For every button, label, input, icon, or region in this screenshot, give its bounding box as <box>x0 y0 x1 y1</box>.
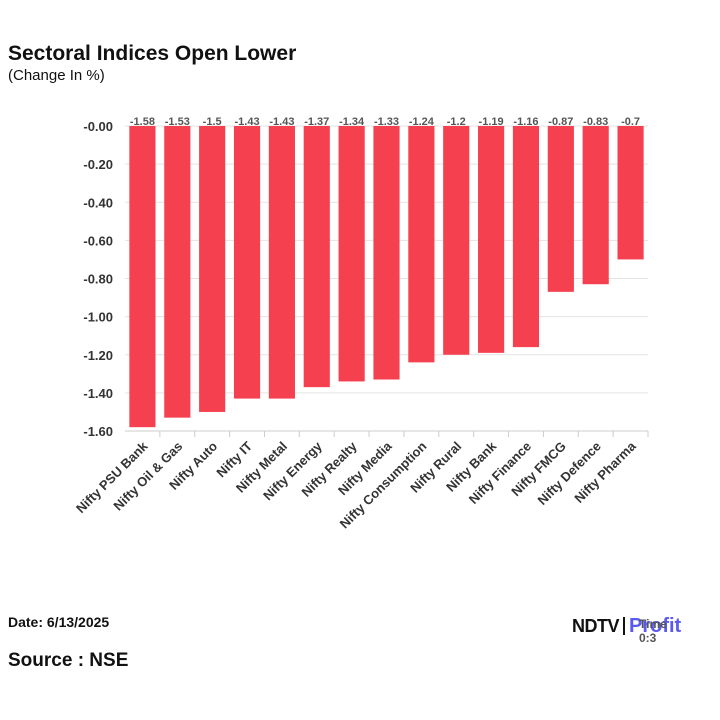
y-tick-label: -1.60 <box>83 424 113 439</box>
bar-value-label: -1.34 <box>339 116 365 128</box>
y-tick-label: -0.20 <box>83 157 113 172</box>
logo-product-text: Profit <box>629 614 682 637</box>
bar <box>478 126 505 353</box>
y-tick-label: -0.40 <box>83 195 113 210</box>
bar-value-label: -0.83 <box>583 116 608 128</box>
x-tick-label: Nifty Pharma <box>571 438 639 506</box>
bar-value-label: -1.33 <box>374 116 399 128</box>
logo-brand: NDTV <box>572 615 620 636</box>
logo-product: Profit Time 0:3 <box>629 614 682 645</box>
ndtv-profit-logo: NDTV Profit Time 0:3 <box>572 612 682 645</box>
bar-value-label: -0.7 <box>621 116 640 128</box>
bar-value-label: -0.87 <box>548 116 573 128</box>
bar <box>408 126 435 363</box>
bar-value-label: -1.53 <box>165 116 190 128</box>
bar <box>164 126 191 418</box>
bar <box>617 126 644 260</box>
y-tick-label: -0.80 <box>83 272 113 287</box>
y-tick-label: -1.40 <box>83 386 113 401</box>
chart-subtitle: (Change In %) <box>8 67 105 84</box>
bar <box>303 126 330 388</box>
bar <box>233 126 261 399</box>
y-tick-label: -1.20 <box>83 348 113 363</box>
bar-value-label: -1.5 <box>203 116 222 128</box>
bar-value-label: -1.19 <box>479 116 504 128</box>
bar <box>547 126 574 292</box>
bar-value-label: -1.43 <box>234 116 259 128</box>
source-label: Source : NSE <box>8 650 129 671</box>
bar-value-label: -1.43 <box>269 116 294 128</box>
bar <box>582 126 609 285</box>
value-labels: -1.58 -1.53 -1.5 -1.43 -1.43 -1.37 -1.34 -1.33-… <box>130 116 640 128</box>
bar-value-label: -1.2 <box>447 116 466 128</box>
bar-value-label: -1.16 <box>513 116 538 128</box>
bar-value-label: -1.37 <box>304 116 329 128</box>
bar <box>373 126 400 380</box>
y-tick-label: -0.60 <box>83 233 113 248</box>
bar <box>268 126 295 399</box>
bar <box>443 126 470 355</box>
bar-value-label: -1.58 <box>130 116 155 128</box>
bar <box>512 126 540 348</box>
bar <box>129 126 156 428</box>
chart-title: Sectoral Indices Open Lower <box>8 42 297 65</box>
logo-separator <box>623 617 625 635</box>
bar <box>338 126 365 382</box>
bars <box>129 126 644 428</box>
bar <box>199 126 226 412</box>
bar-value-label: -1.24 <box>409 116 435 128</box>
y-axis-ticks: -0.00 -0.20 -0.40 -0.60 -0.80 -1.00 -1.20 -1.40… <box>83 119 113 439</box>
y-tick-label: -0.00 <box>83 119 113 134</box>
y-tick-label: -1.00 <box>83 310 113 325</box>
date-label: Date: 6/13/2025 <box>8 614 110 630</box>
logo-overlay-text: Time 0:3 <box>639 616 667 645</box>
bar-chart: -1.58 -1.53 -1.5 -1.43 -1.43 -1.37 -1.34 -1.33-… <box>73 116 649 531</box>
